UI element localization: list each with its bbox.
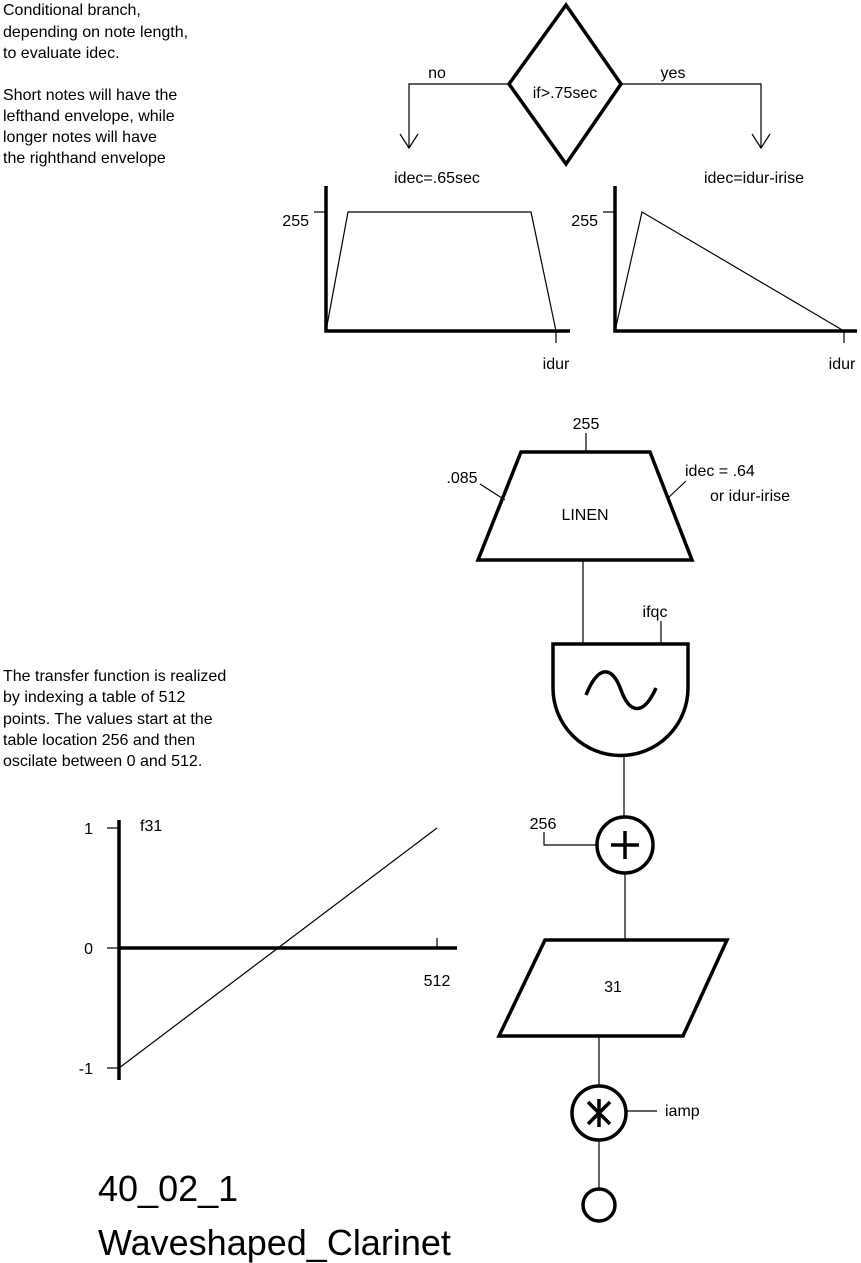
oscillator-body: [551, 642, 690, 758]
multiplier-unit: iamp: [570, 1084, 700, 1142]
branch-note-line: depending on note length,: [3, 24, 188, 41]
linen-label: LINEN: [561, 507, 608, 524]
transfer-note-line: oscilate between 0 and 512.: [3, 753, 202, 770]
branch-note: Conditional branch, depending on note le…: [3, 2, 188, 62]
left-envelope: idec=.65sec 255 idur: [282, 170, 570, 373]
sine-wave-icon: [584, 670, 658, 711]
adder-input: 256: [530, 816, 557, 833]
no-arrow-icon: [399, 133, 419, 150]
branch-note-line: to evaluate idec.: [3, 45, 120, 62]
right-envelope-y-label: 255: [571, 213, 598, 230]
no-branch-line: [408, 83, 509, 148]
right-envelope-axes: [613, 186, 857, 333]
envelope-note-line: the righthand envelope: [3, 150, 166, 167]
linen-right-input: or idur-irise: [710, 488, 790, 505]
transfer-function-chart: f31 1 0 -1 512: [79, 818, 457, 1080]
transfer-note-line: table location 256 and then: [3, 732, 195, 749]
linen-unit: 255 LINEN .085 idec = .64 or idur-irise: [446, 416, 790, 562]
right-envelope-curve: [614, 211, 845, 332]
left-envelope-axes: [324, 186, 570, 333]
yes-branch-line: [621, 83, 762, 148]
y-tick-label: -1: [79, 1061, 93, 1078]
decision-branch: if>.75sec no yes: [399, 1, 771, 168]
linen-top-input: 255: [573, 416, 600, 433]
transfer-function-line: [118, 827, 438, 1069]
oscillator-input: ifqc: [643, 604, 668, 621]
table-parallelogram: [496, 938, 730, 1038]
transfer-note-line: The transfer function is realized: [3, 668, 226, 685]
x-tick-label: 512: [424, 973, 451, 990]
transfer-note: The transfer function is realized by ind…: [3, 668, 226, 770]
right-envelope: idec=idur-irise 255 idur: [571, 170, 857, 373]
yes-label: yes: [661, 65, 686, 82]
envelope-note-line: Short notes will have the: [3, 87, 177, 104]
output-circle-icon: [581, 1187, 617, 1223]
linen-right-wire: [667, 480, 687, 499]
decision-condition: if>.75sec: [533, 85, 597, 102]
transfer-note-line: by indexing a table of 512: [3, 689, 185, 706]
decision-diamond: [506, 1, 624, 168]
table-unit: 31: [496, 938, 730, 1038]
no-label: no: [428, 65, 446, 82]
branch-note-line: Conditional branch,: [3, 2, 141, 19]
y-tick-label: 1: [84, 821, 93, 838]
table-label: 31: [604, 979, 622, 996]
left-envelope-x-label: idur: [543, 356, 570, 373]
linen-trapezoid: [475, 450, 695, 562]
oscillator-unit: ifqc: [551, 604, 690, 758]
linen-left-input: .085: [446, 470, 477, 487]
envelope-note-line: lefthand envelope, while: [3, 108, 175, 125]
yes-arrow-icon: [751, 133, 771, 150]
figure-name: Waveshaped_Clarinet: [98, 1222, 451, 1263]
adder-input-wire: [543, 832, 597, 846]
transfer-note-line: points. The values start at the: [3, 711, 213, 728]
right-envelope-title: idec=idur-irise: [704, 170, 804, 187]
linen-right-input: idec = .64: [685, 463, 755, 480]
asterisk-icon: [586, 1099, 612, 1127]
multiplier-input: iamp: [665, 1103, 700, 1120]
right-envelope-x-label: idur: [829, 356, 856, 373]
figure-id: 40_02_1: [98, 1168, 238, 1209]
linen-left-wire: [479, 483, 506, 501]
left-envelope-curve: [325, 211, 557, 332]
envelope-note: Short notes will have the lefthand envel…: [3, 87, 177, 167]
plus-icon: [611, 831, 639, 859]
left-envelope-title: idec=.65sec: [394, 170, 480, 187]
adder-unit: 256: [530, 815, 655, 875]
envelope-note-line: longer notes will have: [3, 129, 157, 146]
y-tick-label: 0: [84, 941, 93, 958]
left-envelope-y-label: 255: [282, 213, 309, 230]
chart-title: f31: [140, 818, 162, 835]
